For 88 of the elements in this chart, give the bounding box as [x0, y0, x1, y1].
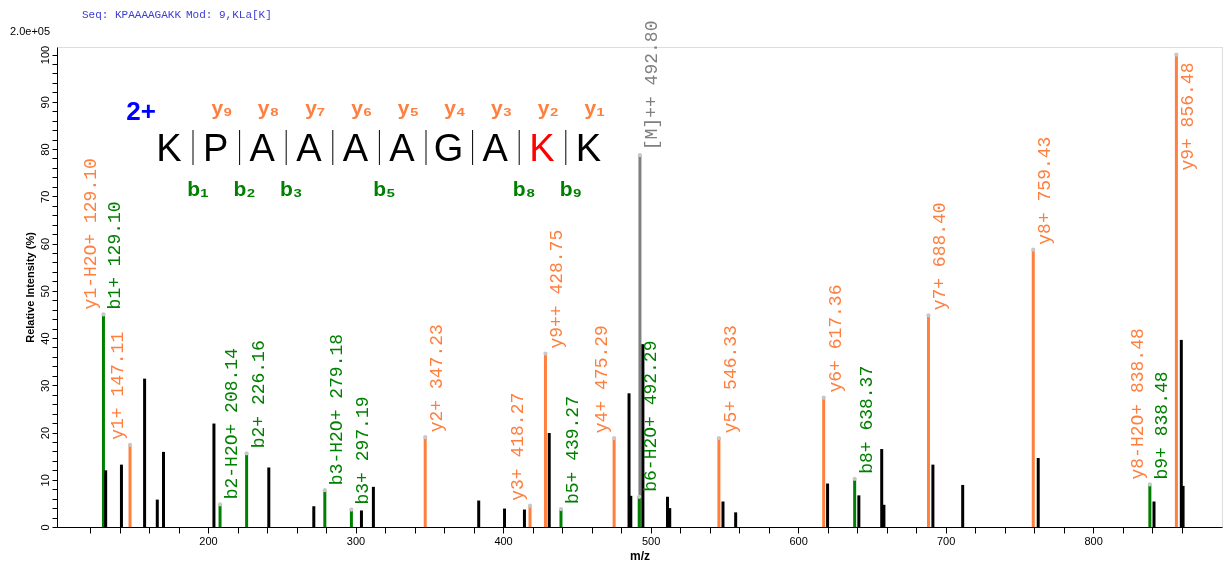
y-tick-label: 90 [38, 96, 51, 109]
text: Seq: KPAAAAGAKK [82, 9, 182, 21]
annotation: y8-H2O+ 838.48 [1127, 328, 1148, 480]
bar [1031, 249, 1035, 527]
bar [612, 438, 616, 527]
annotation: y₂ [537, 96, 559, 119]
annotation: y9+ 856.48 [1178, 62, 1199, 171]
annotation: A [296, 127, 323, 169]
x-tick-label: 800 [1084, 534, 1103, 547]
y-tick-label: 100 [38, 45, 51, 65]
y-tick-label: 30 [38, 379, 51, 392]
annotation: y₆ [351, 96, 373, 119]
y-tick-label: 80 [38, 143, 51, 156]
bar [1148, 484, 1152, 527]
annotation: y3+ 418.27 [508, 392, 528, 501]
x-tick-label: 500 [641, 534, 661, 547]
bar [926, 315, 930, 527]
annotation: b₅ [373, 177, 396, 200]
y-tick-label: 70 [38, 190, 51, 203]
annotation: y₉ [211, 96, 233, 119]
annotation: b2+ 226.16 [248, 340, 269, 449]
annotation: y4+ 475.29 [592, 325, 613, 434]
annotation: G [433, 127, 464, 169]
annotation: b6-H2O+ 492.29 [641, 340, 662, 492]
x-tick-label: 700 [936, 534, 956, 547]
annotation: y8+ 759.43 [1035, 136, 1056, 245]
y-axis-title: Relative Intensity (%) [23, 231, 36, 343]
y-tick-label: 60 [38, 237, 51, 251]
annotation: b8+ 638.37 [856, 365, 877, 474]
y-tick-label: 40 [38, 332, 51, 345]
annotation: K [156, 127, 182, 169]
annotation: y2+ 347.23 [427, 324, 448, 433]
annotation: y₅ [397, 96, 420, 119]
annotation: y₄ [444, 96, 466, 119]
annotation: b5+ 439.27 [562, 396, 583, 505]
text: 2.0e+05 [10, 25, 51, 37]
annotation: y9++ 428.75 [547, 229, 568, 349]
y-tick-label: 0 [38, 524, 51, 531]
annotation: K [529, 127, 555, 169]
annotation: y₈ [257, 96, 280, 119]
bar [101, 314, 105, 527]
annotation: b₉ [559, 177, 582, 200]
bar [637, 496, 641, 527]
annotation: b₈ [512, 177, 536, 200]
annotation: [M]++ 492.80 [641, 20, 662, 151]
bar [1174, 54, 1178, 527]
annotation: b₃ [279, 177, 303, 200]
annotation: b9+ 838.48 [1151, 371, 1172, 480]
annotation: y5+ 546.33 [720, 325, 741, 434]
bar [128, 444, 132, 527]
annotation: A [342, 127, 369, 169]
annotation: A [482, 127, 509, 169]
text: Mod: 9,KLa[K] [186, 9, 272, 21]
annotation: y1-H2O+ 129.10 [81, 158, 102, 310]
annotation: b3+ 297.19 [353, 396, 374, 505]
annotation: y6+ 617.36 [825, 284, 846, 393]
bar [853, 478, 857, 527]
y-tick-label: 50 [38, 285, 51, 298]
annotation: 2+ [126, 96, 156, 126]
annotation: y₇ [305, 96, 326, 119]
annotation: K [575, 127, 602, 169]
annotation: y₁ [584, 96, 605, 119]
y-tick-label: 10 [38, 474, 51, 487]
annotation: b3-H2O+ 279.18 [326, 333, 347, 486]
annotation: y7+ 688.40 [930, 202, 951, 311]
annotation: b₂ [233, 177, 256, 200]
bar [423, 437, 427, 527]
annotation: b1+ 129.10 [105, 201, 126, 310]
bar [822, 397, 826, 527]
annotation: A [389, 127, 416, 169]
annotation: P [202, 127, 229, 169]
y-tick-label: 20 [38, 426, 51, 440]
x-tick-label: 600 [789, 534, 808, 547]
annotation: y₃ [490, 96, 513, 119]
x-tick-label: 300 [346, 534, 366, 547]
x-axis-title: m/z [629, 548, 651, 563]
bar [543, 353, 547, 527]
annotation: A [249, 127, 276, 169]
bar [245, 453, 249, 527]
annotation: y1+ 147.11 [108, 331, 129, 440]
annotation: b₁ [187, 177, 209, 200]
x-tick-label: 200 [199, 534, 218, 547]
bar [323, 490, 327, 527]
bar [717, 438, 721, 527]
bar [218, 504, 222, 527]
bar [528, 505, 532, 527]
annotation: b2-H2O+ 208.14 [222, 348, 243, 500]
x-tick-label: 400 [494, 534, 513, 547]
